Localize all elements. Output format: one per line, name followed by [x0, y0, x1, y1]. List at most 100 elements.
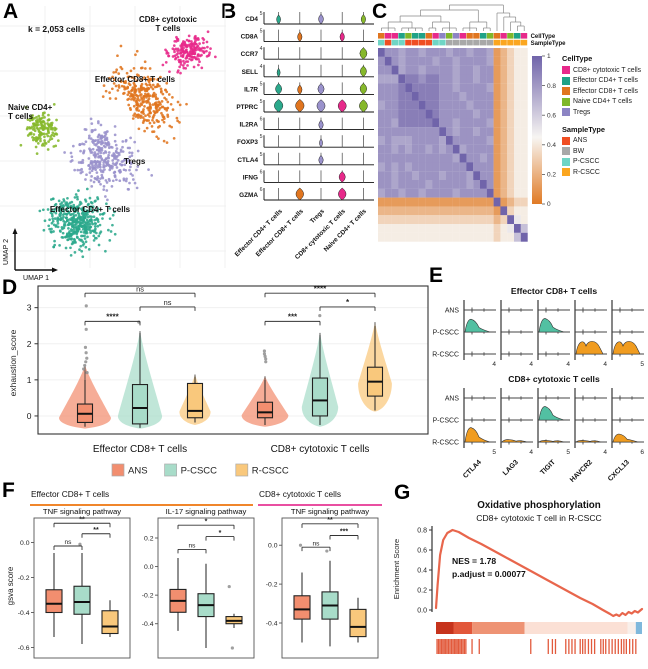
- celltype-legend-item: Effector CD8+ T cells: [562, 86, 641, 97]
- svg-text:ns: ns: [189, 543, 197, 550]
- heatmap-legend: CellType CD8+ cytotoxic T cells Effector …: [562, 54, 641, 178]
- legend-swatch: [164, 463, 177, 477]
- boxplot-box: [349, 608, 367, 638]
- svg-text:4: 4: [603, 361, 607, 368]
- boxplot-box: [73, 585, 91, 615]
- violin: [338, 171, 346, 183]
- legend-swatch: [111, 463, 125, 477]
- violin: [295, 99, 305, 113]
- sampletype-annotation-cell: [507, 39, 514, 46]
- svg-text:R-CSCC: R-CSCC: [252, 466, 289, 477]
- violin: [359, 47, 368, 60]
- svg-text:CD4: CD4: [245, 16, 258, 23]
- sampletype-annotation-cell: [378, 39, 385, 46]
- svg-text:**: **: [327, 517, 333, 524]
- celltype-annotation-cell: [452, 33, 460, 39]
- svg-text:TNF signaling pathway: TNF signaling pathway: [43, 507, 121, 516]
- celltype-annotation-cell: [432, 33, 439, 39]
- legend-swatch: [562, 147, 570, 156]
- enrichment-score-axis-label: Enrichment Score: [392, 538, 401, 600]
- violin: [360, 14, 366, 25]
- panel-e-label: E: [429, 264, 444, 287]
- svg-text:*: *: [346, 298, 350, 307]
- group-header-cd8-cytotoxic: CD8+ cytotoxic T cells: [259, 489, 342, 499]
- group-header-effector-cd8: Effector CD8+ T cells: [31, 489, 110, 499]
- svg-text:5: 5: [260, 99, 263, 105]
- boxplot-box: [311, 377, 329, 417]
- legend-label: CD8+ cytotoxic T cells: [573, 66, 642, 74]
- violin: [275, 83, 282, 95]
- sampletype-legend-items: ANS BW P-CSCC R-CSCC: [562, 136, 641, 178]
- violin: [317, 83, 325, 95]
- svg-text:5: 5: [492, 449, 496, 456]
- celltype-annotation-cell: [486, 33, 494, 39]
- legend-label: R-CSCC: [573, 168, 600, 176]
- svg-text:5: 5: [260, 81, 263, 87]
- svg-text:0: 0: [27, 411, 32, 421]
- svg-text:T cells: T cells: [156, 24, 181, 33]
- rank-gradient-segment: [472, 622, 525, 634]
- svg-text:ns: ns: [313, 540, 321, 547]
- svg-text:CD8+ cytotoxic T cells: CD8+ cytotoxic T cells: [271, 444, 370, 455]
- svg-text:-0.4: -0.4: [266, 620, 278, 627]
- legend-swatch: [235, 463, 249, 477]
- sampletype-annotation-cell: [480, 39, 487, 46]
- sampletype-annotation-cell: [500, 39, 507, 46]
- umap-cluster: [63, 117, 154, 202]
- svg-text:CCR7: CCR7: [241, 51, 259, 58]
- svg-text:3: 3: [27, 303, 32, 313]
- svg-text:2: 2: [27, 339, 32, 349]
- celltype-annotation-cell: [391, 33, 398, 39]
- celltype-legend-item: Tregs: [562, 107, 641, 118]
- gsea-padjust-value: p.adjust = 0.00077: [452, 569, 526, 579]
- sampletype-annotation-cell: [412, 39, 419, 46]
- sampletype-legend-item: P-CSCC: [562, 157, 641, 168]
- svg-text:GZMA: GZMA: [239, 192, 258, 199]
- exhaustion-score-axis-label: exhaustion_score: [8, 329, 18, 397]
- svg-text:P-CSCC: P-CSCC: [433, 330, 459, 337]
- gsva-boxplots: TNF signaling pathway0.0-0.2-0.4-0.6ns**…: [18, 507, 379, 659]
- svg-text:5: 5: [260, 152, 263, 158]
- svg-text:0.0: 0.0: [268, 543, 278, 550]
- svg-text:0.2: 0.2: [417, 588, 427, 595]
- svg-text:Effector CD4+ T cells: Effector CD4+ T cells: [50, 205, 131, 214]
- rank-gradient-segment: [627, 622, 636, 634]
- umap-cluster: [101, 44, 188, 145]
- panel-f-label: F: [2, 479, 15, 502]
- legend-label: P-CSCC: [573, 158, 600, 166]
- celltype-legend-item: Naive CD4+ T cells: [562, 97, 641, 108]
- svg-text:1: 1: [27, 375, 32, 385]
- svg-text:FOXP3: FOXP3: [237, 139, 258, 146]
- gsea-subtitle: CD8+ cytotoxic T cell in R-CSCC: [476, 513, 602, 523]
- svg-text:Effector CD8+ T cells: Effector CD8+ T cells: [95, 75, 176, 84]
- rank-gradient-segment: [635, 622, 642, 634]
- sampletype-annotation-cell: [493, 39, 500, 46]
- svg-text:6: 6: [260, 117, 263, 123]
- svg-text:*: *: [219, 530, 222, 537]
- sampletype-legend-item: BW: [562, 146, 641, 157]
- legend-label: Effector CD8+ T cells: [573, 87, 638, 95]
- violin: [339, 31, 345, 42]
- violin: [318, 13, 324, 25]
- legend-swatch: [562, 136, 570, 145]
- sampletype-annotation-cell: [398, 39, 405, 46]
- legend-swatch: [562, 157, 570, 166]
- umap-cluster: [19, 103, 60, 156]
- svg-text:P-CSCC: P-CSCC: [433, 418, 459, 425]
- sampletype-annotation-cell: [514, 39, 521, 46]
- violin: [297, 84, 303, 95]
- boxplot-box: [293, 595, 311, 620]
- svg-text:CTLA4: CTLA4: [237, 157, 258, 164]
- svg-text:Naive CD4+: Naive CD4+: [8, 103, 53, 112]
- svg-text:0.8: 0.8: [417, 528, 427, 535]
- gsea-title: Oxidative phosphorylation: [477, 500, 601, 511]
- panel-d-label: D: [2, 276, 18, 299]
- svg-text:5: 5: [260, 134, 263, 140]
- rank-gradient-segment: [453, 622, 473, 634]
- celltype-annotation-cell: [425, 33, 432, 39]
- ridge: [575, 440, 602, 443]
- sampletype-annotation-cell: [418, 39, 426, 46]
- svg-text:-0.6: -0.6: [18, 645, 30, 652]
